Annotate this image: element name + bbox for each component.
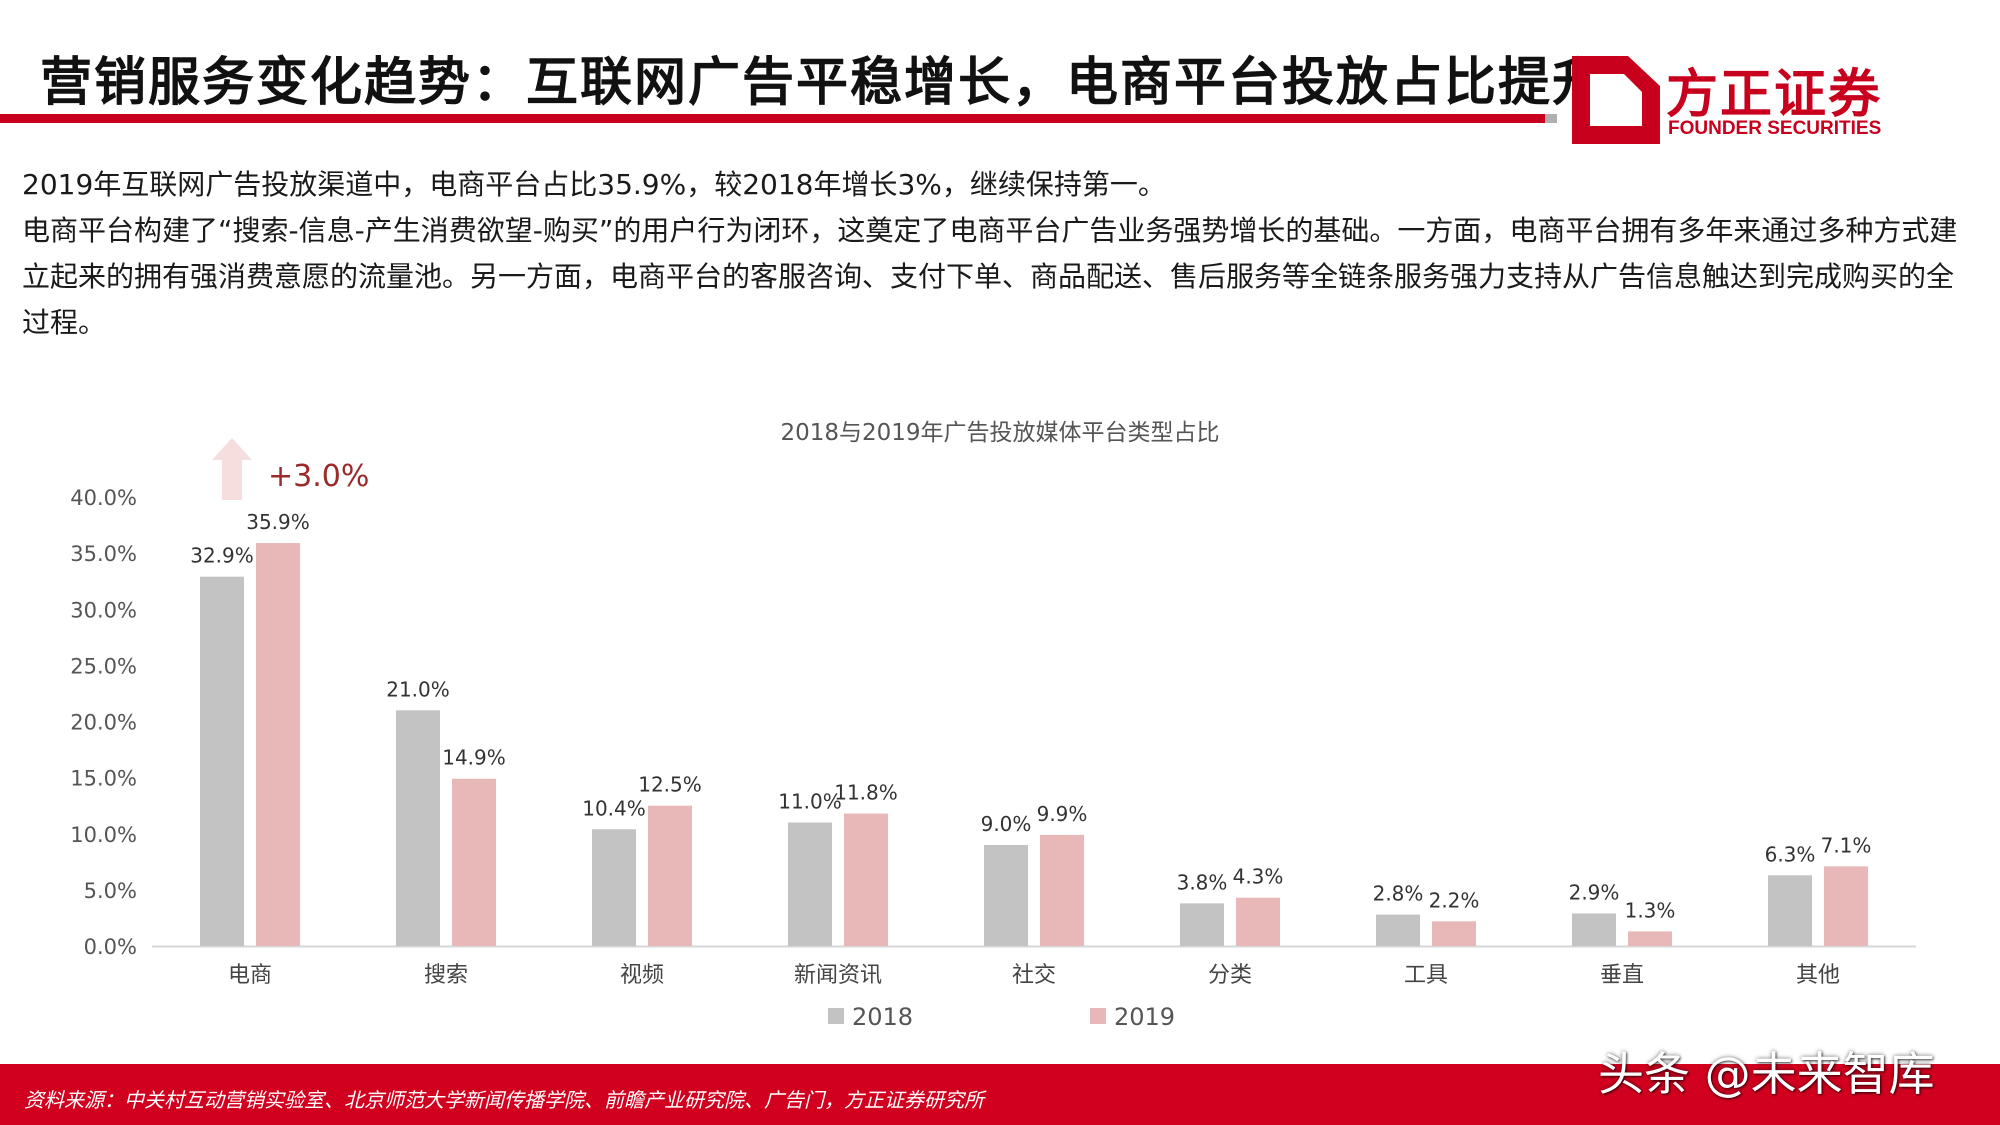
y-tick-label: 0.0% [84, 935, 137, 959]
data-label-2018: 10.4% [582, 796, 646, 820]
chart-title: 2018与2019年广告投放媒体平台类型占比 [780, 420, 1219, 446]
increase-arrow-icon [212, 438, 252, 500]
data-label-2018: 21.0% [386, 677, 450, 701]
y-axis-labels: 0.0% 5.0% 10.0% 15.0% 20.0% 25.0% 30.0% 35.0% 40… [70, 486, 137, 959]
legend-label-2018: 2018 [852, 1003, 913, 1031]
x-tick-label: 电商 [228, 963, 272, 988]
title-rule-end [1545, 114, 1557, 123]
bar-2019 [256, 543, 300, 946]
bar-2018 [1572, 913, 1616, 946]
logo-cn-text: 方正证券 [1666, 65, 1883, 125]
bar-2018 [200, 576, 244, 946]
title-rule [0, 114, 1545, 123]
data-label-2018: 32.9% [190, 544, 254, 568]
bar-2018 [396, 710, 440, 946]
x-tick-label: 其他 [1796, 963, 1840, 988]
bar-chart: 2018与2019年广告投放媒体平台类型占比 +3.0% 0.0% 5.0% 10.… [70, 420, 1916, 1031]
data-label-2019: 2.2% [1429, 888, 1480, 912]
bar-2019 [1040, 834, 1084, 946]
bar-2019 [1824, 866, 1868, 946]
data-label-2018: 11.0% [778, 790, 842, 814]
legend-label-2019: 2019 [1114, 1003, 1175, 1031]
body-text: 2019年互联网广告投放渠道中，电商平台占比35.9%，较2018年增长3%，继… [22, 162, 1977, 346]
data-label-2019: 7.1% [1821, 833, 1872, 857]
y-tick-label: 10.0% [70, 823, 137, 847]
y-tick-label: 30.0% [70, 598, 137, 622]
bar-2019 [452, 778, 496, 946]
y-tick-label: 25.0% [70, 654, 137, 678]
bar-2019 [1628, 931, 1672, 946]
y-tick-label: 40.0% [70, 486, 137, 510]
bar-2018 [1376, 914, 1420, 946]
data-label-2018: 2.9% [1569, 880, 1620, 904]
watermark: 头条 @未来智库 [1598, 1047, 1935, 1101]
x-axis-labels: 电商 搜索 视频 新闻资讯 社交 分类 工具 垂直 其他 [228, 963, 1840, 988]
bottom-bar [0, 1064, 2000, 1125]
page-title: 营销服务变化趋势：互联网广告平稳增长，电商平台投放占比提升 [40, 53, 1607, 113]
data-label-2019: 1.3% [1625, 898, 1676, 922]
bar-2019 [844, 813, 888, 946]
bar-2018 [1180, 903, 1224, 946]
legend-swatch-2019 [1090, 1008, 1106, 1024]
bar-2018 [1768, 875, 1812, 946]
body-paragraph-2: 电商平台构建了“搜索-信息-产生消费欲望-购买”的用户行为闭环，这奠定了电商平台… [22, 214, 1958, 339]
bars [200, 543, 1868, 946]
x-tick-label: 搜索 [424, 963, 468, 988]
data-label-2019: 14.9% [442, 746, 506, 770]
x-tick-label: 视频 [620, 963, 664, 988]
data-label-2019: 35.9% [246, 510, 310, 534]
source-note: 资料来源：中关村互动营销实验室、北京师范大学新闻传播学院、前瞻产业研究院、广告门… [24, 1088, 984, 1112]
legend-swatch-2018 [828, 1008, 844, 1024]
x-tick-label: 社交 [1012, 963, 1056, 988]
bar-2018 [592, 829, 636, 946]
y-tick-label: 35.0% [70, 542, 137, 566]
founder-logo-mark-icon [1572, 56, 1660, 144]
bar-2019 [648, 805, 692, 946]
x-tick-label: 新闻资讯 [794, 963, 882, 988]
data-label-2019: 11.8% [834, 781, 898, 805]
x-tick-label: 分类 [1208, 963, 1252, 988]
x-tick-label: 垂直 [1600, 963, 1644, 988]
data-label-2018: 9.0% [981, 812, 1032, 836]
data-label-2018: 6.3% [1765, 842, 1816, 866]
bar-2018 [984, 844, 1028, 946]
data-label-2018: 2.8% [1373, 882, 1424, 906]
bar-labels: 32.9% 35.9% 21.0% 14.9% 10.4%12.5% 11.0%11.8%… [190, 510, 1871, 922]
legend: 2018 2019 [828, 1003, 1175, 1031]
increase-annotation: +3.0% [268, 459, 369, 494]
x-tick-label: 工具 [1404, 963, 1448, 988]
bar-2019 [1432, 921, 1476, 946]
data-label-2019: 4.3% [1233, 865, 1284, 889]
data-label-2019: 12.5% [638, 773, 702, 797]
data-label-2019: 9.9% [1037, 802, 1088, 826]
founder-logo: 方正证券 FOUNDER SECURITIES [1568, 52, 1908, 144]
body-paragraph-1: 2019年互联网广告投放渠道中，电商平台占比35.9%，较2018年增长3%，继… [22, 168, 1166, 201]
y-tick-label: 15.0% [70, 767, 137, 791]
y-tick-label: 20.0% [70, 711, 137, 735]
data-label-2018: 3.8% [1177, 870, 1228, 894]
bar-2019 [1236, 897, 1280, 946]
y-tick-label: 5.0% [84, 879, 137, 903]
bar-2018 [788, 822, 832, 946]
logo-en-text: FOUNDER SECURITIES [1668, 118, 1882, 139]
